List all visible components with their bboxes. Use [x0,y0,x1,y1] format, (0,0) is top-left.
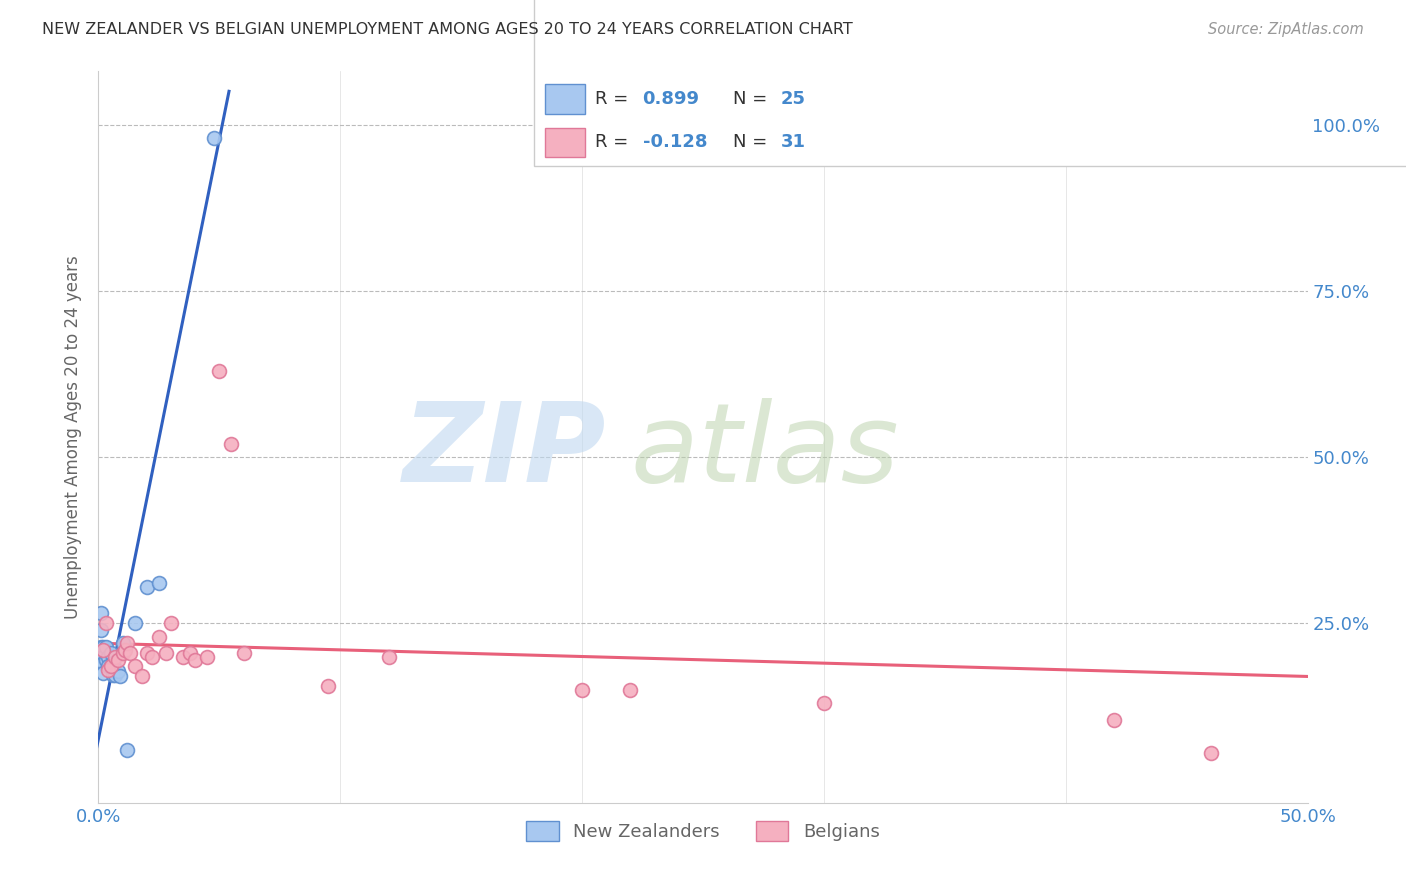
Text: NEW ZEALANDER VS BELGIAN UNEMPLOYMENT AMONG AGES 20 TO 24 YEARS CORRELATION CHAR: NEW ZEALANDER VS BELGIAN UNEMPLOYMENT AM… [42,22,853,37]
Point [316,680,339,694]
Point [118,646,141,660]
Point [111,646,134,660]
Legend: New Zealanders, Belgians: New Zealanders, Belgians [519,814,887,848]
Point [91,643,114,657]
Point [135,646,157,660]
Point [1102,713,1125,727]
Point [131,669,153,683]
Text: atlas: atlas [630,398,898,505]
Point [104,649,127,664]
Point [141,649,163,664]
Point [100,659,122,673]
Point [160,616,183,631]
Point [91,666,114,681]
Point [208,363,231,377]
Point [111,636,134,650]
Y-axis label: Unemployment Among Ages 20 to 24 years: Unemployment Among Ages 20 to 24 years [65,255,83,619]
Point [221,436,243,450]
Point [91,640,114,654]
Point [813,696,835,710]
Point [195,649,218,664]
Point [124,616,146,631]
Point [104,668,127,682]
Point [97,663,120,677]
Point [377,649,399,664]
Text: ZIP: ZIP [402,398,606,505]
Point [619,682,641,697]
Point [101,656,124,670]
Point [571,682,593,697]
Point [148,630,170,644]
Point [90,607,112,621]
Point [135,580,157,594]
Point [179,646,201,660]
Point [1199,746,1222,760]
Point [117,742,139,756]
Point [232,646,254,660]
Point [114,643,136,657]
Point [94,640,117,654]
Point [90,623,112,637]
Point [94,616,117,631]
Point [117,636,139,650]
Point [107,653,129,667]
Point [108,669,131,683]
Text: Source: ZipAtlas.com: Source: ZipAtlas.com [1208,22,1364,37]
Point [124,659,146,673]
Point [107,664,129,678]
Point [184,653,207,667]
Point [91,656,114,670]
Point [148,576,170,591]
Point [155,646,177,660]
Point [91,649,114,664]
Point [101,668,124,682]
Point [204,131,226,145]
Point [100,646,122,660]
Point [100,659,122,673]
Point [90,653,112,667]
Point [97,649,120,664]
Point [90,640,112,654]
Point [97,659,120,673]
Point [94,653,117,667]
Point [172,649,194,664]
